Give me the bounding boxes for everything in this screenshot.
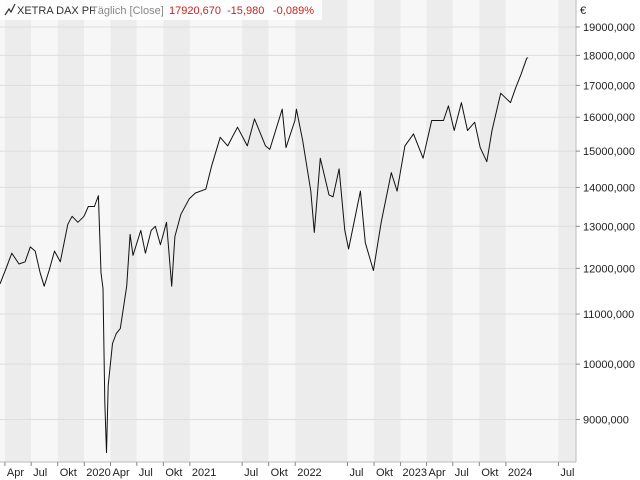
x-tick-label: Jul: [139, 467, 153, 479]
y-tick-label: 15000,000: [583, 146, 635, 158]
time-band: [0, 0, 5, 462]
chart-header: XETRA DAX PF Täglich [Close] 17920,670 -…: [0, 0, 322, 20]
time-band: [505, 0, 559, 462]
x-tick-label: Okt: [60, 467, 77, 479]
grid-lines: [0, 26, 576, 420]
currency-symbol: €: [580, 5, 586, 17]
price-axis-panel: [576, 0, 640, 480]
y-tick-label: 17000,000: [583, 80, 635, 92]
time-axis: Apr Jul Okt 2020 Apr Jul Okt 2021 Jul Okt 2022 Jul O…: [4, 462, 574, 479]
series-line-dax: [0, 57, 529, 454]
price-axis: 9000,000 10000,000 11000,000 12000,000 13000…: [576, 22, 635, 426]
last-price: 17920,670: [169, 5, 221, 17]
time-band: [347, 0, 374, 462]
x-tick-label: Apr: [429, 467, 446, 479]
x-tick-label: Jul: [349, 467, 363, 479]
y-tick-label: 10000,000: [583, 359, 635, 371]
y-tick-label: 11000,000: [583, 309, 634, 321]
time-band: [426, 0, 453, 462]
y-tick-label: 19000,000: [583, 22, 635, 34]
instrument-name: XETRA DAX PF: [17, 5, 96, 17]
time-band: [31, 0, 58, 462]
time-band: [268, 0, 296, 462]
time-band: [189, 0, 243, 462]
x-tick-label: Jul: [33, 467, 47, 479]
x-tick-label: Jul: [244, 467, 258, 479]
x-tick-label: Okt: [271, 467, 288, 479]
x-tick-label: Okt: [481, 467, 498, 479]
time-band: [373, 0, 401, 462]
time-band: [84, 0, 111, 462]
time-band: [479, 0, 506, 462]
x-tick-label: Apr: [7, 467, 24, 479]
y-tick-label: 14000,000: [583, 182, 635, 194]
x-tick-label: Jul: [455, 467, 469, 479]
time-band: [452, 0, 480, 462]
x-tick-label: Okt: [165, 467, 182, 479]
y-tick-label: 12000,000: [583, 263, 635, 275]
header-background: [0, 0, 322, 20]
x-tick-label: Apr: [113, 467, 130, 479]
y-tick-label: 9000,000: [583, 414, 629, 426]
time-band: [4, 0, 32, 462]
time-band: [110, 0, 137, 462]
x-tick-label: 2024: [508, 467, 532, 479]
time-band: [400, 0, 427, 462]
x-tick-label: Jul: [560, 467, 574, 479]
line-chart-icon: [4, 3, 16, 16]
y-tick-label: 18000,000: [583, 50, 635, 62]
price-change: -15,980: [227, 5, 264, 17]
time-band: [558, 0, 576, 462]
y-tick-label: 13000,000: [583, 221, 635, 233]
time-bands: [0, 0, 576, 462]
x-tick-label: 2022: [297, 467, 321, 479]
x-tick-label: 2020: [86, 467, 110, 479]
time-band: [57, 0, 85, 462]
price-change-pct: -0,089%: [273, 5, 314, 17]
time-band: [295, 0, 348, 462]
x-tick-label: 2021: [192, 467, 216, 479]
time-band: [242, 0, 269, 462]
x-tick-label: Okt: [376, 467, 393, 479]
interval-label: Täglich [Close]: [91, 5, 164, 17]
y-tick-label: 16000,000: [583, 112, 635, 124]
x-tick-label: 2023: [403, 467, 427, 479]
